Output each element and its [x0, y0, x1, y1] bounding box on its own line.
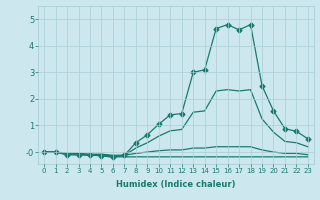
X-axis label: Humidex (Indice chaleur): Humidex (Indice chaleur): [116, 180, 236, 189]
